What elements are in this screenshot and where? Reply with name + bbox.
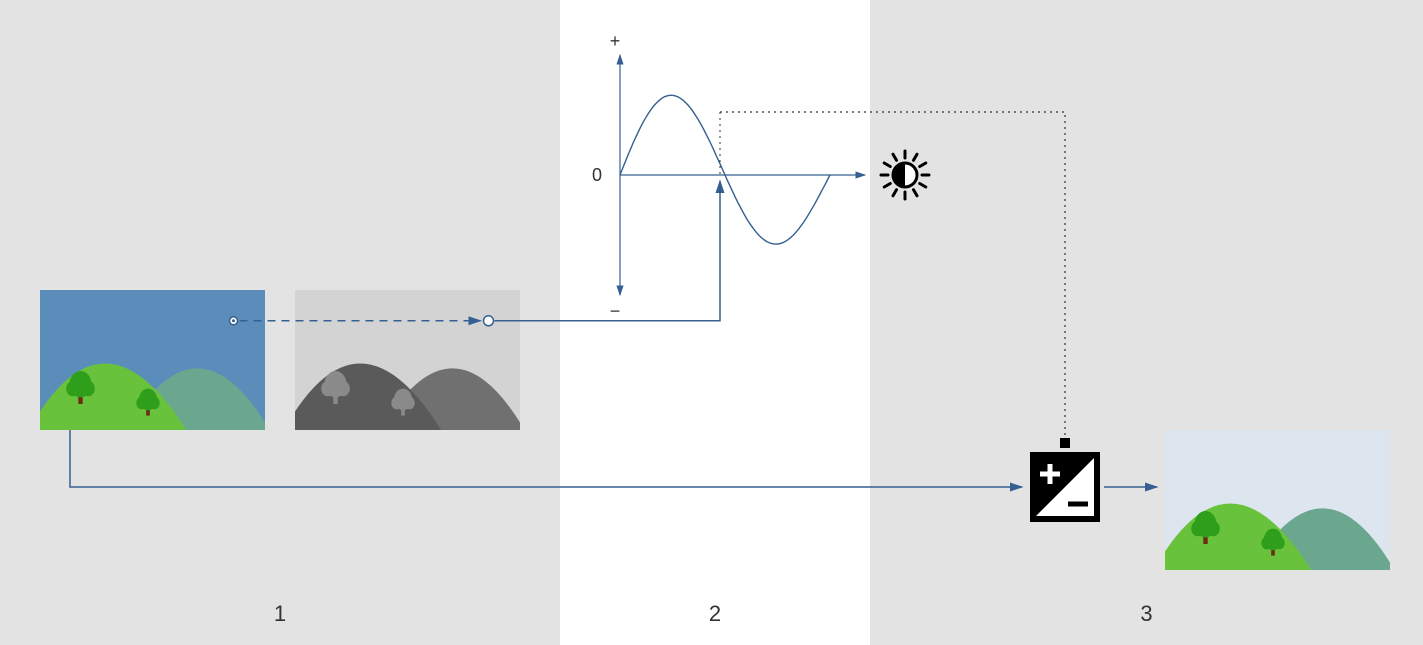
colorimg-sample-dot	[232, 319, 235, 322]
color-input-image	[29, 290, 270, 430]
gray-input-image	[284, 290, 525, 430]
arrow-gray-to-chart	[495, 181, 721, 321]
chart-label-plus: +	[610, 31, 621, 51]
chart-label-minus: −	[610, 301, 621, 321]
arrow-colorimg-to-exposure	[70, 430, 1022, 487]
grayimg-sample-point	[484, 316, 494, 326]
chart-label-zero: 0	[592, 165, 602, 185]
diagram-overlay: 0 + −	[0, 0, 1423, 645]
output-image	[1154, 430, 1395, 570]
arrow-chart-to-exposure	[720, 112, 1065, 436]
brightness-icon	[881, 151, 929, 199]
chart-curve	[620, 95, 830, 244]
exposure-icon	[1030, 438, 1100, 522]
